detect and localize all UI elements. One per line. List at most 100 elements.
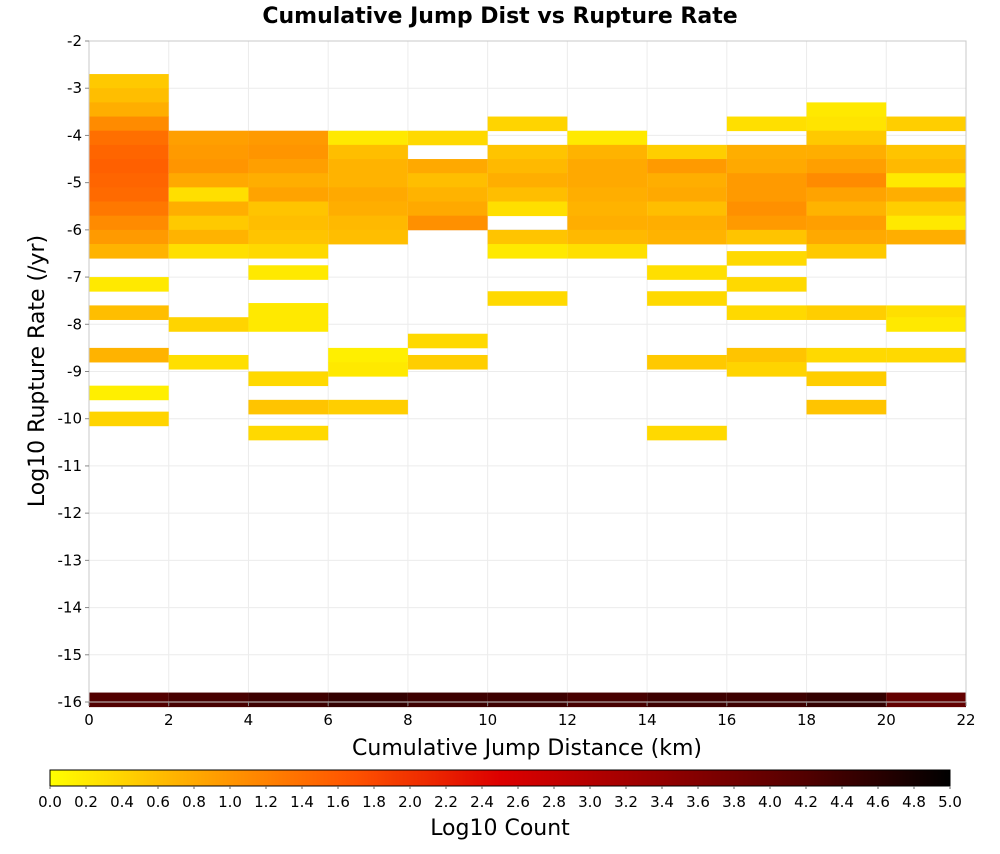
heatmap-cell bbox=[487, 229, 568, 245]
heatmap-cell bbox=[806, 371, 887, 387]
y-tick-label: -5 bbox=[67, 174, 82, 192]
heatmap-cell bbox=[726, 229, 807, 245]
heatmap-cell bbox=[647, 187, 727, 202]
heatmap-cell bbox=[647, 144, 727, 160]
heatmap-cell bbox=[168, 692, 249, 708]
x-tick-label: 4 bbox=[244, 711, 254, 729]
heatmap-cell bbox=[248, 173, 329, 188]
heatmap-cell bbox=[806, 102, 887, 117]
heatmap-cell bbox=[328, 692, 408, 708]
colorbar-tick-label: 0.2 bbox=[74, 793, 98, 811]
heatmap-cell bbox=[248, 303, 329, 318]
heatmap-cell bbox=[248, 317, 329, 332]
heatmap-cell bbox=[248, 371, 329, 387]
heatmap-cell bbox=[248, 144, 329, 160]
colorbar-tick-label: 0.0 bbox=[38, 793, 62, 811]
heatmap-cell bbox=[248, 130, 329, 146]
colorbar-tick-label: 1.0 bbox=[218, 793, 242, 811]
x-tick-label: 8 bbox=[403, 711, 413, 729]
heatmap-cell bbox=[806, 116, 887, 132]
heatmap-cell bbox=[89, 173, 169, 188]
heatmap-cell bbox=[89, 411, 169, 427]
heatmap-cell bbox=[647, 229, 727, 245]
heatmap-cell bbox=[89, 244, 169, 259]
heatmap-cell bbox=[567, 144, 648, 160]
y-tick-label: -11 bbox=[58, 457, 83, 475]
y-tick-label: -13 bbox=[58, 551, 83, 569]
heatmap-cell bbox=[726, 347, 807, 363]
colorbar-tick-label: 2.2 bbox=[434, 793, 458, 811]
heatmap-cell bbox=[328, 215, 408, 231]
colorbar-tick-label: 1.8 bbox=[362, 793, 386, 811]
heatmap-cell bbox=[89, 201, 169, 217]
heatmap-cell bbox=[647, 201, 727, 217]
colorbar-tick-label: 0.4 bbox=[110, 793, 134, 811]
heatmap-cell bbox=[886, 201, 966, 217]
heatmap-cell bbox=[806, 229, 887, 245]
x-axis-ticks: 0 2 4 6 8 10 12 14 16 18 20 22 bbox=[84, 702, 976, 729]
heatmap-cell bbox=[248, 399, 329, 415]
heatmap-cell bbox=[806, 244, 887, 259]
heatmap-cell bbox=[168, 317, 249, 332]
heatmap-cell bbox=[89, 215, 169, 231]
heatmap-cell bbox=[89, 130, 169, 146]
heatmap-cell bbox=[726, 692, 807, 708]
heatmap-cell bbox=[168, 173, 249, 188]
heatmap-cell bbox=[567, 215, 648, 231]
heatmap-cell bbox=[567, 159, 648, 174]
colorbar-tick-label: 3.6 bbox=[686, 793, 710, 811]
y-tick-label: -2 bbox=[67, 32, 82, 50]
heatmap-cell bbox=[487, 173, 568, 188]
heatmap-cell bbox=[168, 215, 249, 231]
heatmap-cell bbox=[407, 215, 488, 231]
heatmap-cell bbox=[487, 144, 568, 160]
heatmap-cell bbox=[806, 399, 887, 415]
heatmap-cell bbox=[168, 187, 249, 202]
y-tick-label: -12 bbox=[58, 504, 83, 522]
colorbar-tick-label: 3.8 bbox=[722, 793, 746, 811]
heatmap-cell bbox=[328, 159, 408, 174]
heatmap-cell bbox=[806, 187, 887, 202]
heatmap-cell bbox=[567, 173, 648, 188]
heatmap-cell bbox=[407, 173, 488, 188]
heatmap-cell bbox=[567, 692, 648, 708]
heatmap-cell bbox=[647, 215, 727, 231]
heatmap-cell bbox=[248, 692, 329, 708]
y-tick-label: -4 bbox=[67, 126, 82, 144]
x-tick-label: 2 bbox=[164, 711, 174, 729]
y-tick-label: -3 bbox=[67, 79, 82, 97]
x-tick-label: 20 bbox=[877, 711, 896, 729]
heatmap-cell bbox=[89, 347, 169, 363]
heatmap-cell bbox=[328, 399, 408, 415]
colorbar-tick-label: 1.2 bbox=[254, 793, 278, 811]
heatmap-cell bbox=[89, 305, 169, 320]
colorbar-tick-label: 3.4 bbox=[650, 793, 674, 811]
colorbar-tick-label: 2.0 bbox=[398, 793, 422, 811]
heatmap-cell bbox=[248, 244, 329, 259]
y-tick-label: -8 bbox=[67, 315, 82, 333]
heatmap-cell bbox=[407, 692, 488, 708]
heatmap-cell bbox=[806, 144, 887, 160]
chart-title: Cumulative Jump Dist vs Rupture Rate bbox=[262, 4, 737, 29]
heatmap-cell bbox=[647, 265, 727, 280]
heatmap-cell bbox=[487, 201, 568, 217]
heatmap-cell bbox=[407, 130, 488, 146]
heatmap-cell bbox=[407, 159, 488, 174]
colorbar bbox=[49, 769, 951, 787]
heatmap-cell bbox=[647, 173, 727, 188]
y-tick-label: -9 bbox=[67, 363, 82, 381]
colorbar-tick-label: 4.0 bbox=[758, 793, 782, 811]
heatmap-cell bbox=[806, 201, 887, 217]
heatmap-cell bbox=[407, 354, 488, 370]
y-tick-label: -7 bbox=[67, 268, 82, 286]
heatmap-cell bbox=[328, 144, 408, 160]
heatmap-cell bbox=[886, 116, 966, 132]
heatmap-cell bbox=[806, 215, 887, 231]
y-axis-ticks: -2 -3 -4 -5 -6 -7 -8 -9 -10 -11 -12 -13 -14 -15 -16 bbox=[58, 32, 89, 711]
heatmap-cell bbox=[886, 173, 966, 188]
heatmap-cell bbox=[248, 159, 329, 174]
heatmap-cell bbox=[567, 201, 648, 217]
heatmap-cell bbox=[328, 362, 408, 377]
heatmap-cell bbox=[647, 159, 727, 174]
